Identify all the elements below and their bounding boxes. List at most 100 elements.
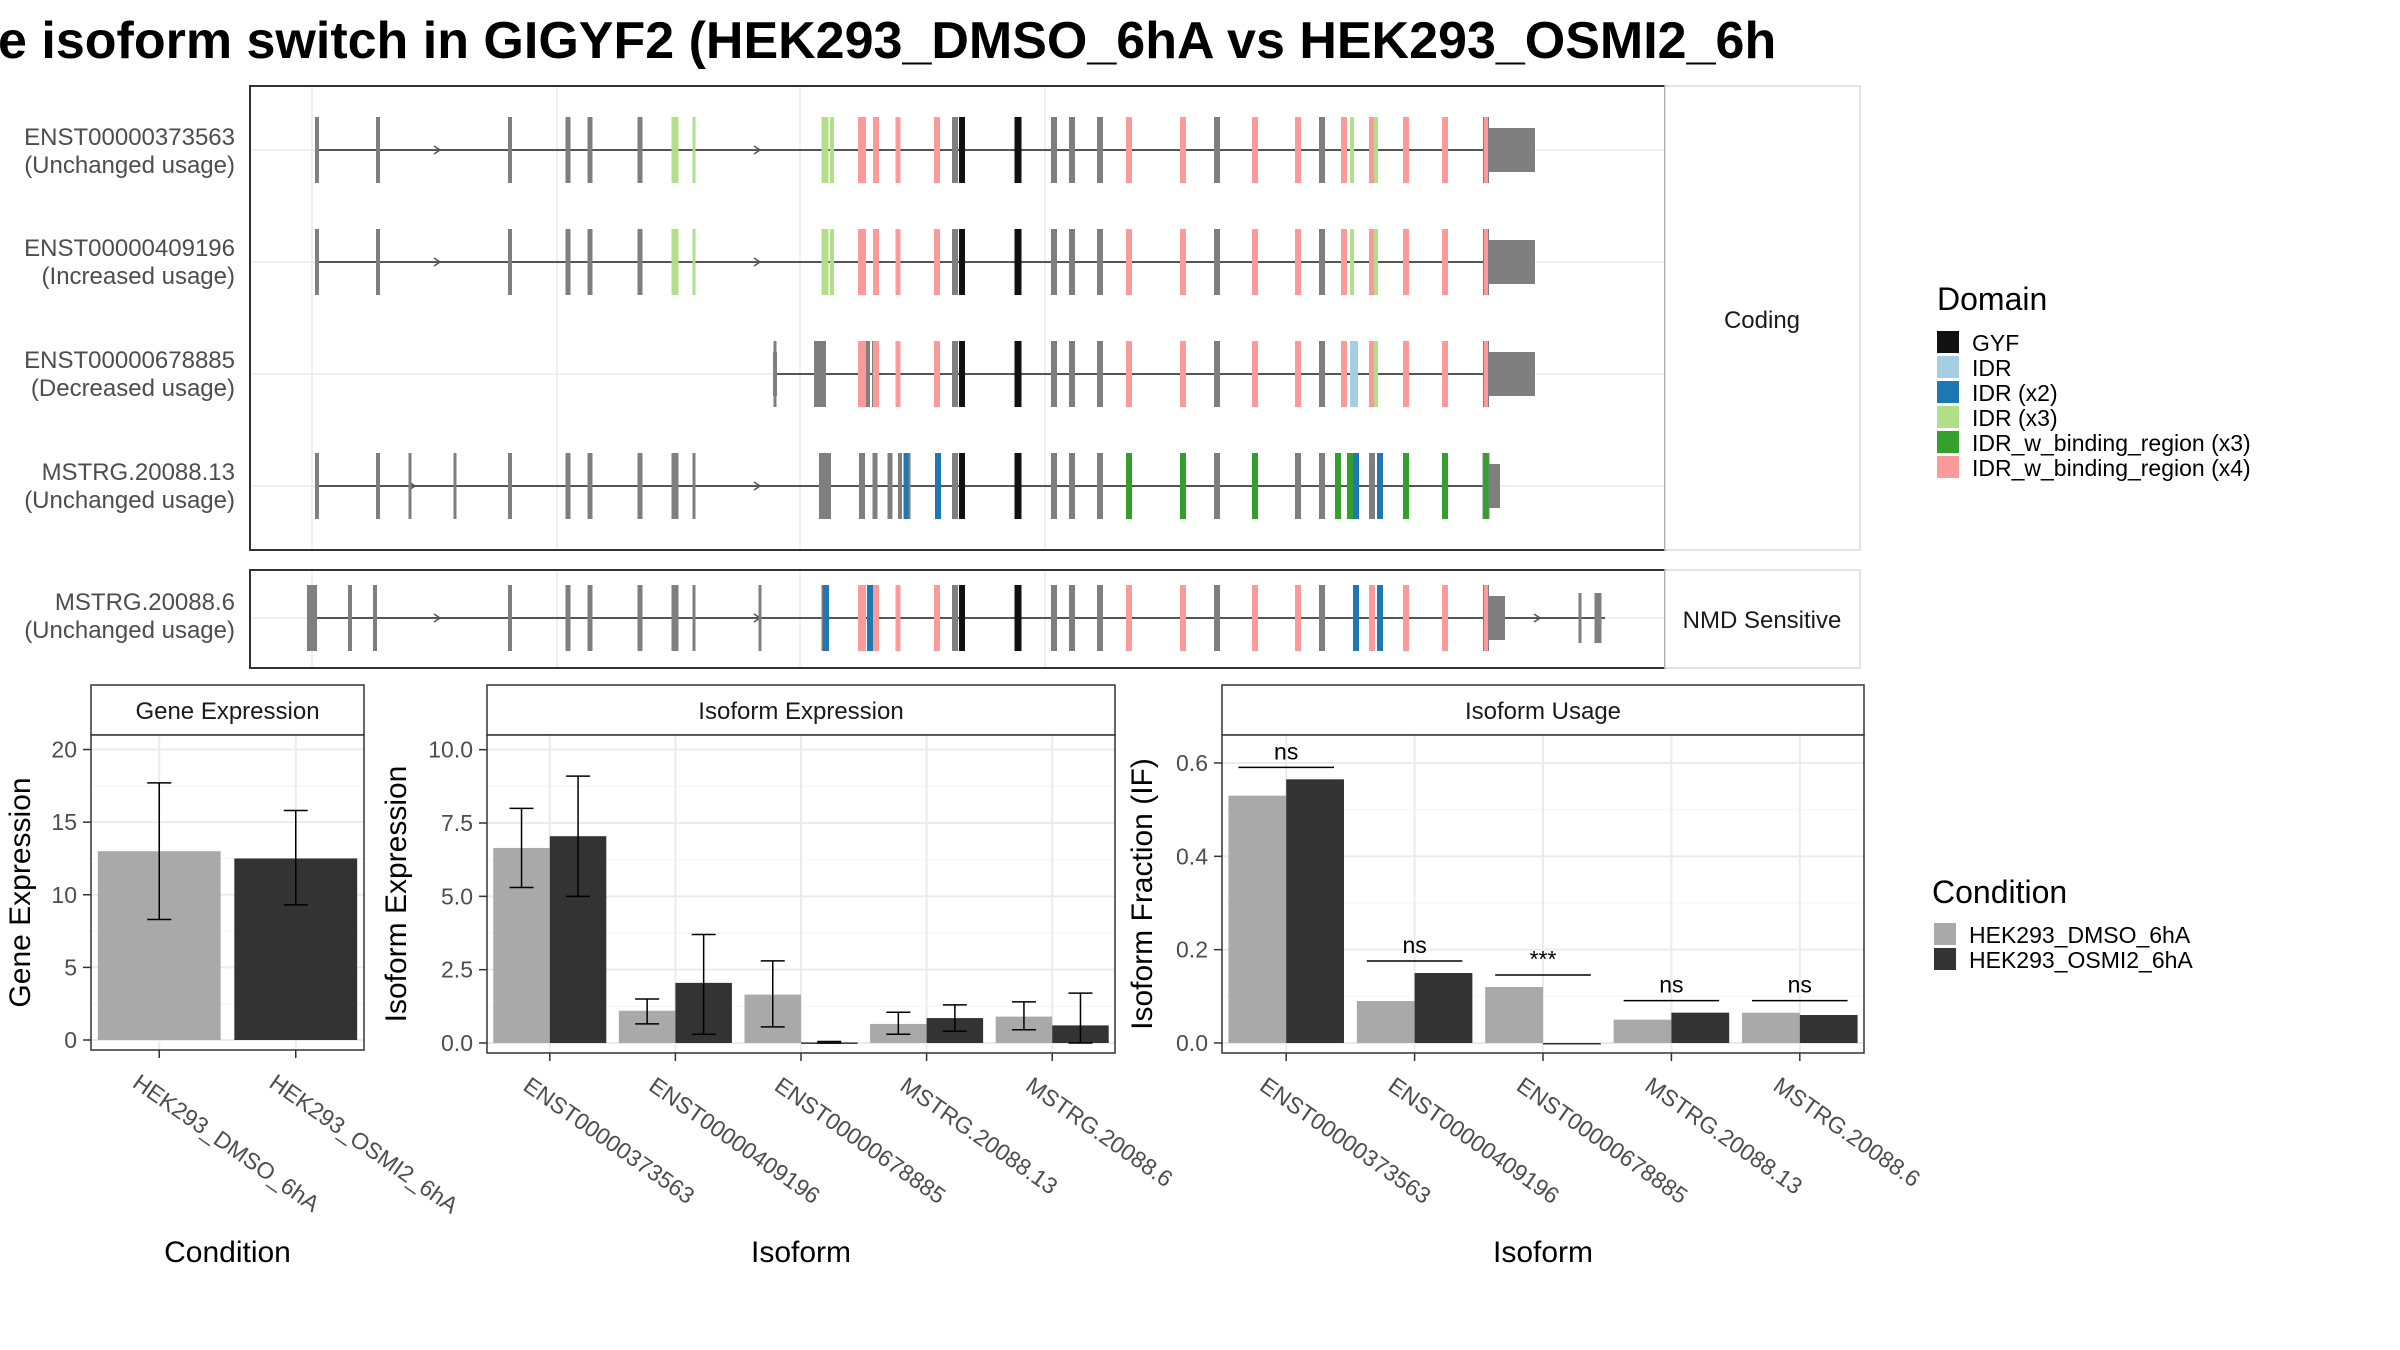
- exon: [952, 229, 958, 295]
- exon: [671, 585, 679, 651]
- y-tick-label: 0.2: [1176, 937, 1208, 963]
- gene-expression-panel: Gene Expression05101520HEK293_DMSO_6hAHE…: [4, 684, 464, 1269]
- exon: [1069, 229, 1075, 295]
- condition-legend: Condition HEK293_DMSO_6hA HEK293_OSMI2_6…: [1932, 874, 2193, 973]
- strand-arrow: [753, 481, 762, 491]
- domain-segment: [1484, 117, 1488, 183]
- transcript-track-1: [315, 117, 1535, 183]
- domain-segment: [1295, 341, 1301, 407]
- domain-segment: [1014, 453, 1022, 519]
- domain-segment: [895, 585, 901, 651]
- domain-segment: [858, 229, 866, 295]
- exon: [1214, 117, 1220, 183]
- domain-segment: [1126, 117, 1132, 183]
- domain-segment: [1350, 229, 1354, 295]
- error-bar: [509, 807, 534, 889]
- domain-segment: [1341, 229, 1347, 295]
- domain-segment: [1252, 117, 1258, 183]
- domain-segment: [1180, 453, 1186, 519]
- domain-segment: [1347, 453, 1353, 519]
- domain-segment: [671, 117, 679, 183]
- domain-segment: [1353, 585, 1359, 651]
- domain-segment: [1126, 453, 1132, 519]
- legend-label-osmi2: HEK293_OSMI2_6hA: [1969, 947, 2193, 973]
- utr-exon: [1488, 596, 1505, 640]
- domain-segment: [959, 229, 965, 295]
- domain-segment: [1341, 341, 1347, 407]
- exon: [819, 453, 831, 519]
- exon: [508, 453, 512, 519]
- legend-swatch-idr-x2: [1937, 381, 1959, 403]
- domain-segment: [1014, 585, 1022, 651]
- exon: [1097, 585, 1103, 651]
- exon: [565, 117, 571, 183]
- exon: [587, 453, 593, 519]
- y-tick-label: 7.5: [441, 810, 473, 836]
- domain-segment: [1369, 229, 1375, 295]
- domain-segment: [821, 229, 829, 295]
- domain-segment: [959, 453, 965, 519]
- exon: [1295, 453, 1301, 519]
- domain-segment: [873, 229, 879, 295]
- exon: [376, 229, 380, 295]
- exon: [1051, 585, 1057, 651]
- exon: [307, 585, 317, 651]
- legend-swatch-idr-binding-x3: [1937, 431, 1959, 453]
- domain-segment: [1377, 585, 1383, 651]
- bar: [1613, 1019, 1672, 1043]
- y-tick-label: 0.0: [1176, 1030, 1208, 1056]
- transcript-tracks: [307, 117, 1605, 651]
- exon: [1069, 117, 1075, 183]
- exon: [508, 585, 512, 651]
- exon: [898, 453, 902, 519]
- y-tick-label: 2.5: [441, 957, 473, 983]
- error-bar: [635, 998, 660, 1025]
- domain-segment: [823, 585, 829, 651]
- exon: [1319, 229, 1325, 295]
- significance-label: ns: [1274, 738, 1298, 764]
- domain-segment: [1484, 341, 1488, 407]
- utr-exon: [1488, 352, 1535, 396]
- domain-legend: Domain GYF IDR IDR (x2) IDR (x3) IDR_w_b…: [1937, 281, 2251, 481]
- significance-label: ns: [1659, 972, 1683, 998]
- legend-swatch-osmi2: [1934, 948, 1956, 970]
- error-bar: [283, 809, 308, 906]
- bar: [1543, 1043, 1601, 1045]
- domain-segment: [934, 585, 940, 651]
- exon: [773, 341, 777, 407]
- exon: [373, 585, 377, 651]
- domain-segment: [1295, 117, 1301, 183]
- exon: [508, 229, 512, 295]
- domain-segment: [903, 453, 909, 519]
- exon: [348, 585, 352, 651]
- significance-label: ns: [1402, 932, 1426, 958]
- nmd-strip-label: NMD Sensitive: [1683, 607, 1842, 634]
- domain-segment: [1403, 585, 1409, 651]
- coding-strip: [1664, 85, 1861, 551]
- domain-segment: [959, 585, 965, 651]
- legend-swatch-idr-binding-x4: [1937, 456, 1959, 478]
- exon: [952, 341, 958, 407]
- exon: [1319, 117, 1325, 183]
- domain-segment: [935, 453, 941, 519]
- legend-label-idr-x3: IDR (x3): [1972, 405, 2058, 431]
- exon: [952, 117, 958, 183]
- domain-segment: [895, 229, 901, 295]
- domain-segment: [821, 117, 829, 183]
- domain-segment: [830, 229, 834, 295]
- x-axis-title: Isoform: [1493, 1236, 1593, 1269]
- exon: [1214, 453, 1220, 519]
- domain-segment: [1252, 453, 1258, 519]
- domain-segment: [1295, 229, 1301, 295]
- exon: [1214, 341, 1220, 407]
- strand-arrow: [1533, 613, 1542, 623]
- exon: [587, 229, 593, 295]
- legend-swatch-gyf: [1937, 331, 1959, 353]
- domain-segment: [1014, 229, 1022, 295]
- domain-segment: [895, 341, 901, 407]
- y-axis-title: Gene Expression: [4, 777, 37, 1007]
- transcript-track-5: [307, 585, 1605, 651]
- panel-strip: [90, 684, 365, 736]
- legend-swatch-dmso: [1934, 923, 1956, 945]
- exon: [692, 585, 696, 651]
